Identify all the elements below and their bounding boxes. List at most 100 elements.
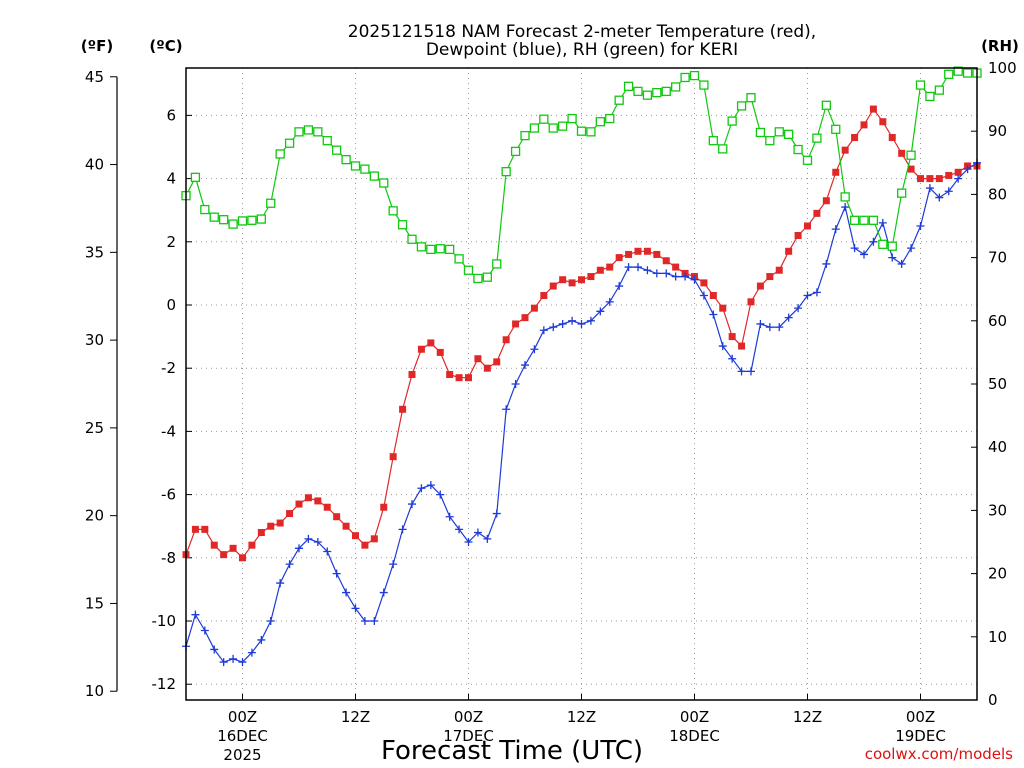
rh-point (586, 127, 596, 137)
time-tick-label: 00Z (906, 708, 935, 726)
fahrenheit-tick-label: 25 (85, 419, 104, 437)
temperature-point (248, 541, 256, 549)
temperature-point (286, 510, 294, 518)
rh-point (925, 91, 935, 102)
dewpoint-point (756, 319, 765, 328)
plot-frame (185, 67, 978, 701)
temperature-point (220, 551, 228, 559)
temperature-point (210, 541, 218, 549)
temperature-point (276, 519, 284, 527)
temperature-point (352, 532, 359, 540)
temperature-point (455, 374, 463, 382)
rh-point (369, 171, 379, 181)
rh-point (228, 219, 238, 229)
celsius-axis-unit: (ºC) (149, 37, 182, 55)
rh-point (397, 220, 408, 230)
dewpoint-point (266, 617, 275, 625)
rh-point (755, 127, 766, 138)
dewpoint-point (728, 354, 737, 363)
rh-tick-label: 50 (988, 375, 1007, 393)
temperature-point (568, 279, 576, 287)
temperature-point (257, 529, 265, 537)
credit-text: coolwx.com/models (865, 745, 1013, 763)
rh-point (652, 87, 662, 98)
temperature-point (653, 250, 661, 258)
time-tick-date: 19DEC (895, 727, 946, 745)
series-line (185, 70, 977, 280)
series-layer (181, 66, 982, 667)
rh-tick-label: 90 (988, 122, 1007, 140)
temperature-point (191, 525, 199, 533)
rh-point (689, 70, 700, 81)
celsius-tick-label: 0 (166, 296, 176, 314)
rh-point (190, 172, 201, 182)
temperature-point (295, 500, 303, 508)
dewpoint-point (191, 610, 200, 619)
rh-point (633, 86, 643, 97)
rh-point (284, 138, 295, 148)
rh-point (256, 214, 266, 224)
rh-point (219, 215, 229, 225)
dewpoint-point (681, 272, 690, 281)
temperature-point (634, 247, 642, 255)
rh-tick-label: 100 (988, 59, 1017, 77)
temperature-point (822, 197, 830, 205)
temperature-point (935, 175, 943, 183)
rh-point (727, 116, 737, 126)
celsius-tick-label: -2 (161, 359, 176, 377)
temperature-point (662, 257, 670, 265)
temperature-point (239, 554, 246, 562)
rh-point (379, 178, 389, 188)
rh-point (313, 127, 323, 137)
dewpoint-point (935, 193, 944, 202)
rh-point (802, 155, 813, 165)
dewpoint-point (794, 304, 803, 313)
temperature-point (606, 263, 614, 271)
celsius-tick-label: -10 (152, 612, 177, 630)
rh-point (906, 150, 916, 160)
series-temperature (182, 105, 981, 562)
temperature-point (342, 522, 350, 530)
rh-point (501, 166, 511, 177)
celsius-tick-label: -6 (161, 486, 176, 504)
dewpoint-point (944, 187, 953, 196)
temperature-point (672, 263, 680, 271)
dewpoint-point (558, 319, 567, 328)
temperature-point (474, 355, 482, 363)
dewpoint-point (850, 244, 859, 253)
rh-point (623, 81, 634, 91)
rh-point (680, 72, 690, 83)
dewpoint-point (351, 604, 360, 613)
temperature-point (738, 342, 746, 350)
temperature-point (841, 146, 849, 154)
rh-point (426, 244, 436, 255)
temperature-point (766, 273, 774, 281)
dewpoint-point (690, 275, 699, 284)
temperature-point (851, 134, 859, 142)
dewpoint-point (257, 635, 266, 644)
temperature-point (775, 266, 783, 274)
celsius-tick-label: 2 (166, 233, 176, 251)
rh-point (567, 113, 577, 124)
rh-point (953, 66, 963, 76)
rh-point (548, 123, 558, 133)
rh-point (868, 215, 879, 225)
fahrenheit-tick-label: 10 (85, 682, 104, 700)
time-tick-label: 00Z (454, 708, 483, 726)
temperature-point (323, 503, 331, 511)
rh-point (247, 215, 257, 225)
dewpoint-point (860, 250, 868, 259)
rh-point (332, 145, 342, 155)
temperature-point (587, 273, 595, 281)
rh-point (840, 192, 850, 202)
fahrenheit-tick-label: 45 (85, 68, 104, 86)
rh-point (774, 127, 784, 137)
rh-point (849, 215, 860, 225)
dewpoint-point (662, 269, 671, 278)
temperature-point (709, 292, 717, 300)
temperature-point (907, 165, 915, 173)
dewpoint-point (304, 534, 313, 543)
rh-point (200, 204, 210, 215)
dewpoint-point (238, 658, 247, 667)
rh-point (614, 95, 624, 105)
